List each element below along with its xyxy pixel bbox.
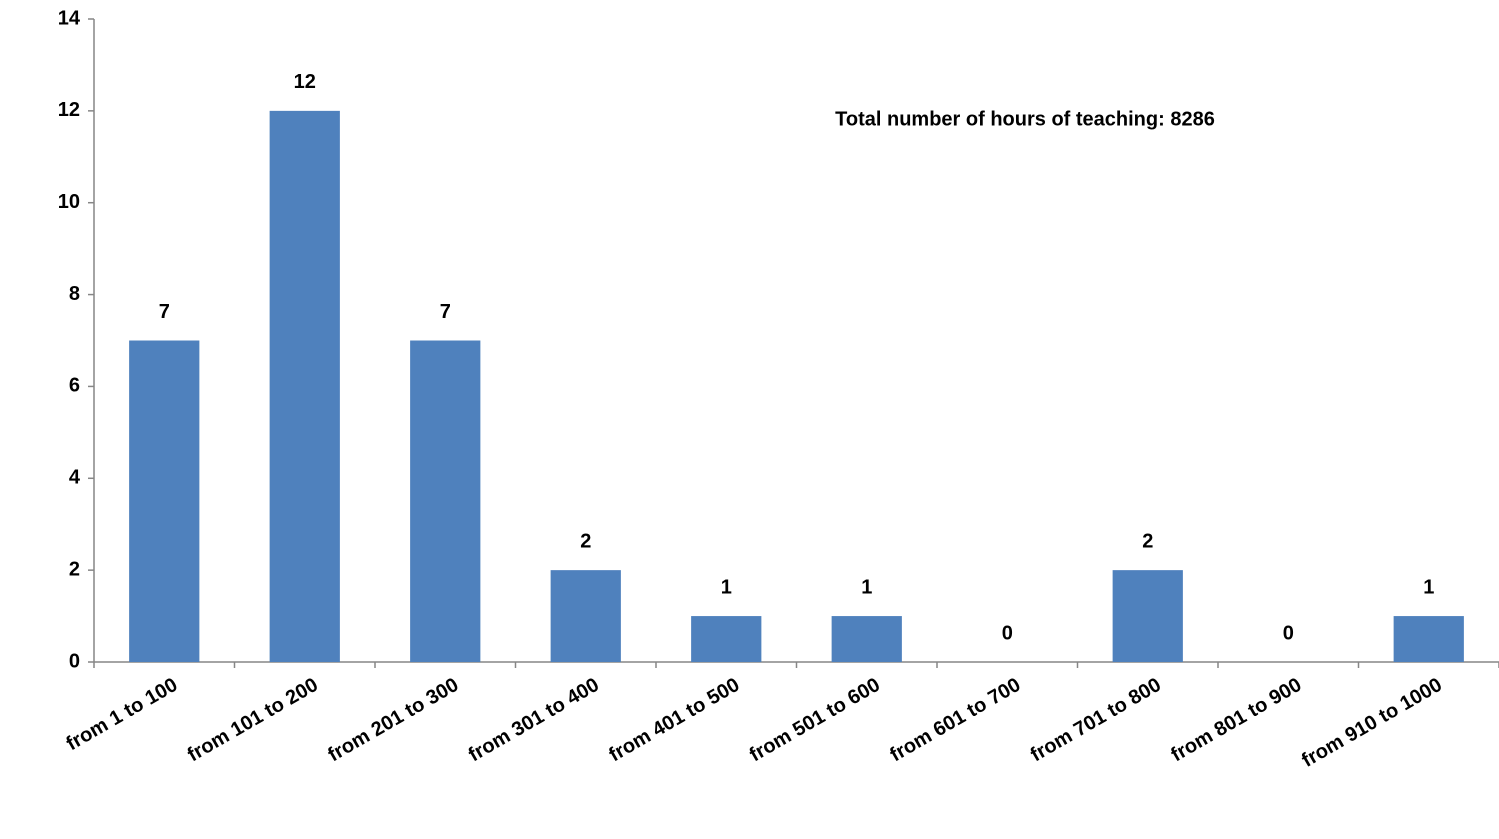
x-tick-label: from 101 to 200: [184, 674, 322, 766]
bar: [1112, 570, 1183, 662]
data-label: 2: [580, 530, 591, 552]
y-tick-label: 0: [69, 650, 80, 672]
x-tick-label: from 301 to 400: [465, 674, 603, 766]
data-label: 0: [1283, 622, 1294, 644]
y-tick-label: 8: [69, 283, 80, 305]
bar: [129, 340, 200, 662]
bar: [691, 616, 762, 662]
bar: [410, 340, 481, 662]
data-label: 1: [1423, 576, 1434, 598]
x-tick-label: from 401 to 500: [605, 674, 743, 766]
bar: [831, 616, 902, 662]
y-tick-label: 6: [69, 375, 80, 397]
data-label: 1: [861, 576, 872, 598]
y-tick-label: 4: [69, 467, 81, 489]
data-label: 1: [721, 576, 732, 598]
x-tick-label: from 801 to 900: [1167, 674, 1305, 766]
bar: [550, 570, 621, 662]
x-tick-label: from 201 to 300: [324, 674, 462, 766]
y-tick-label: 2: [69, 558, 80, 580]
x-tick-label: from 601 to 700: [886, 674, 1024, 766]
bar: [1393, 616, 1464, 662]
data-label: 7: [440, 301, 451, 323]
annotation: Total number of hours of teaching: 8286: [835, 108, 1215, 130]
y-tick-label: 14: [58, 7, 81, 29]
x-tick-label: from 910 to 1000: [1298, 674, 1446, 772]
bar: [269, 110, 340, 663]
data-label: 12: [294, 71, 316, 93]
data-label: 7: [159, 301, 170, 323]
data-label: 2: [1142, 530, 1153, 552]
y-tick-label: 12: [58, 99, 80, 121]
y-tick-label: 10: [58, 191, 80, 213]
x-tick-label: from 501 to 600: [746, 674, 884, 766]
x-tick-label: from 1 to 100: [63, 674, 182, 755]
data-label: 0: [1002, 622, 1013, 644]
x-tick-label: from 701 to 800: [1027, 674, 1165, 766]
